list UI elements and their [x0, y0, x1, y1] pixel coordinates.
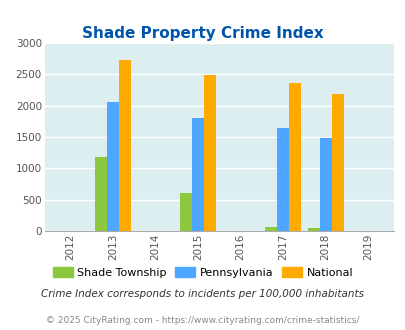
Bar	[203, 75, 215, 231]
Bar	[331, 94, 343, 231]
Bar	[118, 60, 130, 231]
Bar	[307, 228, 319, 231]
Bar	[264, 227, 277, 231]
Text: Crime Index corresponds to incidents per 100,000 inhabitants: Crime Index corresponds to incidents per…	[41, 289, 364, 299]
Bar	[277, 128, 288, 231]
Bar	[95, 157, 107, 231]
Text: Shade Property Crime Index: Shade Property Crime Index	[82, 26, 323, 41]
Bar	[180, 193, 192, 231]
Text: © 2025 CityRating.com - https://www.cityrating.com/crime-statistics/: © 2025 CityRating.com - https://www.city…	[46, 316, 359, 325]
Bar	[288, 83, 300, 231]
Bar	[107, 102, 118, 231]
Bar	[192, 117, 203, 231]
Bar	[319, 138, 331, 231]
Legend: Shade Township, Pennsylvania, National: Shade Township, Pennsylvania, National	[48, 263, 357, 282]
